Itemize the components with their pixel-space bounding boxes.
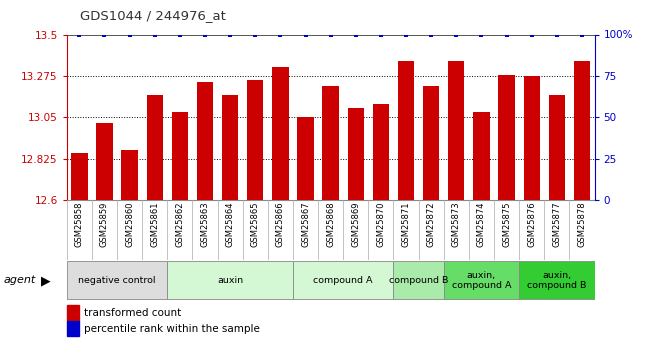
Bar (71, 153, 88, 200)
Bar (197, 82, 213, 200)
Bar (473, 112, 490, 200)
Bar (323, 86, 339, 200)
Bar (548, 95, 565, 200)
FancyBboxPatch shape (293, 261, 393, 299)
FancyBboxPatch shape (67, 261, 167, 299)
Bar (247, 80, 263, 200)
Bar (423, 86, 440, 200)
Text: negative control: negative control (78, 276, 156, 285)
FancyBboxPatch shape (444, 261, 519, 299)
Bar (574, 61, 590, 200)
Bar (398, 61, 414, 200)
Bar (222, 95, 238, 200)
Bar (146, 95, 163, 200)
Text: auxin,
compound A: auxin, compound A (452, 270, 511, 290)
FancyBboxPatch shape (393, 261, 444, 299)
FancyBboxPatch shape (519, 261, 595, 299)
Bar (347, 108, 364, 200)
FancyBboxPatch shape (167, 261, 293, 299)
Text: agent: agent (3, 276, 35, 285)
Text: auxin: auxin (217, 276, 243, 285)
Text: compound A: compound A (313, 276, 373, 285)
Text: ▶: ▶ (41, 274, 51, 287)
Bar (498, 75, 515, 200)
Bar (297, 117, 314, 200)
Text: GDS1044 / 244976_at: GDS1044 / 244976_at (80, 9, 226, 22)
Bar (172, 112, 188, 200)
Bar (96, 123, 113, 200)
Bar (273, 67, 289, 200)
Text: compound B: compound B (389, 276, 448, 285)
Text: percentile rank within the sample: percentile rank within the sample (84, 324, 259, 334)
Bar (448, 61, 464, 200)
Text: transformed count: transformed count (84, 308, 181, 318)
Text: auxin,
compound B: auxin, compound B (527, 270, 587, 290)
Bar (122, 150, 138, 200)
Bar (524, 76, 540, 200)
Bar (373, 105, 389, 200)
